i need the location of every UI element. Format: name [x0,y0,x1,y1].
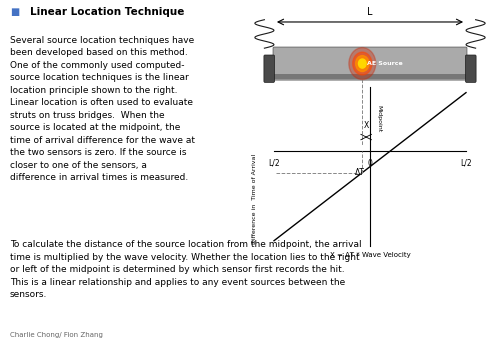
Text: ΔT: ΔT [356,168,365,177]
Text: L: L [367,7,373,17]
Bar [274,74,466,79]
Circle shape [356,55,369,72]
Text: L/2: L/2 [460,159,472,168]
FancyBboxPatch shape [273,47,467,80]
FancyBboxPatch shape [264,55,274,82]
Circle shape [349,48,376,79]
Text: AE Source: AE Source [367,61,403,66]
Text: Several source location techniques have
been developed based on this method.
One: Several source location techniques have … [10,36,195,183]
Circle shape [358,59,366,68]
Text: Midpoint: Midpoint [376,105,382,132]
Text: X = ΔT * Wave Velocity: X = ΔT * Wave Velocity [330,252,410,258]
Text: ■: ■ [10,7,19,17]
Text: 0: 0 [368,159,372,168]
Circle shape [352,52,372,75]
FancyBboxPatch shape [466,55,476,82]
Text: To calculate the distance of the source location from the midpoint, the arrival
: To calculate the distance of the source … [10,240,362,299]
Text: Difference in  Time of Arrival: Difference in Time of Arrival [252,154,258,244]
Text: Linear Location Technique: Linear Location Technique [30,7,184,17]
Text: Charlie Chong/ Fion Zhang: Charlie Chong/ Fion Zhang [10,333,103,338]
Text: L/2: L/2 [268,159,280,168]
Text: X: X [364,121,369,130]
